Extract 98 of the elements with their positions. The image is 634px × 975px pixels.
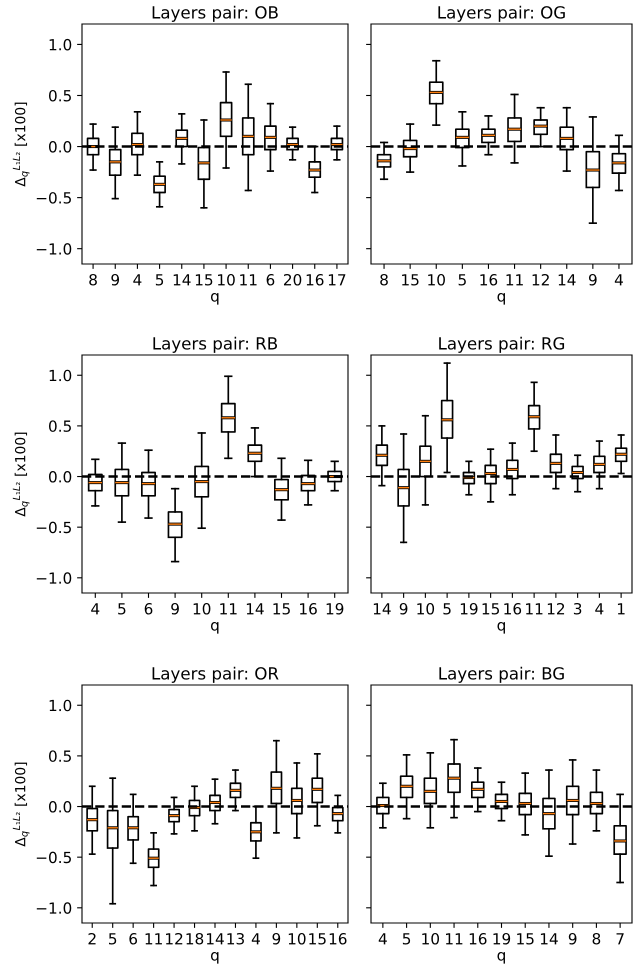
x-tick-label: 19 [460, 602, 478, 615]
x-axis-title: q [497, 292, 505, 305]
y-tick-label: 1.0 [50, 38, 72, 50]
chart-title: Layers pair: RB [153, 336, 277, 353]
x-tick-label: 14 [174, 274, 191, 286]
x-tick-label: 4 [378, 933, 387, 944]
chart-title: Layers pair: OB [152, 6, 278, 22]
y-axis-title: Δ$_{q}$$^{L₁L₂}$ [x100] [12, 102, 30, 187]
chart-title: Layers pair: OG [438, 6, 565, 22]
x-tick-label: 12 [166, 932, 182, 944]
chart-title: Layers pair: RG [439, 336, 564, 353]
x-tick-label: 8 [592, 932, 600, 945]
x-tick-label: 9 [171, 602, 179, 615]
x-axis-title: q [497, 952, 505, 964]
x-tick-label: 11 [220, 603, 237, 614]
x-tick-label: 11 [526, 603, 542, 614]
x-tick-label: 9 [272, 932, 280, 945]
x-tick-label: 18 [186, 932, 204, 945]
chart-title: Layers pair: OR [152, 666, 279, 683]
x-tick-label: 5 [402, 933, 410, 945]
x-tick-label: 14 [206, 933, 224, 944]
chart-title: Layers pair: BG [439, 666, 564, 683]
y-tick-label: 0.5 [48, 420, 71, 432]
x-tick-label: 10 [417, 602, 434, 615]
x-tick-label: 6 [144, 602, 152, 615]
x-tick-label: 12 [532, 274, 549, 286]
x-axis-title: q [497, 622, 505, 634]
x-tick-label: 15 [402, 274, 419, 286]
x-tick-label: 14 [558, 274, 576, 286]
x-tick-label: 16 [306, 274, 324, 286]
x-tick-label: 10 [422, 932, 440, 945]
x-tick-label: 16 [504, 602, 522, 615]
y-tick-label: −1.0 [36, 572, 72, 584]
x-tick-label: 16 [470, 932, 487, 945]
x-tick-label: 2 [88, 932, 96, 944]
x-tick-label: 12 [548, 602, 564, 614]
x-tick-label: 4 [91, 603, 100, 614]
x-tick-label: 10 [428, 274, 445, 286]
x-tick-label: 3 [574, 602, 582, 615]
x-tick-label: 8 [89, 274, 97, 286]
x-tick-label: 9 [568, 932, 576, 945]
x-axis-title: q [210, 622, 218, 634]
x-tick-label: 10 [288, 932, 306, 945]
x-tick-label: 11 [506, 274, 523, 286]
x-tick-label: 4 [614, 274, 623, 286]
x-tick-label: 14 [246, 603, 264, 614]
y-tick-label: 0.0 [48, 141, 72, 153]
x-tick-label: 16 [300, 602, 317, 615]
y-tick-label: −0.5 [36, 522, 71, 534]
y-tick-label: −0.5 [36, 192, 71, 204]
x-tick-label: 14 [374, 603, 391, 614]
x-tick-label: 1 [618, 603, 625, 614]
y-axis-title: Δ$_{q}$$^{L₁L₂}$ [x100] [12, 432, 30, 517]
x-tick-label: 16 [480, 274, 498, 286]
x-tick-label: 5 [443, 603, 451, 615]
y-tick-label: 1.0 [50, 700, 72, 712]
x-tick-label: 17 [328, 274, 346, 286]
x-tick-label: 14 [540, 933, 558, 944]
x-tick-label: 8 [380, 274, 388, 286]
y-tick-label: 0.0 [48, 800, 72, 813]
x-tick-label: 9 [400, 602, 408, 615]
x-tick-label: 19 [326, 602, 344, 615]
x-tick-label: 11 [240, 274, 257, 286]
x-tick-label: 19 [493, 932, 510, 945]
x-tick-label: 15 [482, 603, 500, 615]
x-tick-label: 9 [111, 274, 120, 286]
y-tick-label: 0.5 [48, 90, 71, 102]
x-tick-label: 5 [118, 603, 126, 615]
y-tick-label: −0.5 [36, 852, 71, 864]
x-tick-label: 13 [227, 932, 244, 945]
x-axis-title: q [210, 292, 218, 305]
x-tick-label: 4 [133, 274, 142, 286]
x-tick-label: 5 [458, 274, 466, 286]
x-tick-label: 6 [129, 932, 138, 945]
x-tick-label: 15 [196, 274, 212, 286]
x-tick-label: 10 [218, 274, 235, 286]
x-tick-label: 4 [595, 603, 604, 614]
x-tick-label: 5 [156, 274, 164, 286]
x-tick-label: 6 [266, 274, 274, 286]
x-tick-label: 9 [588, 274, 597, 286]
x-tick-label: 5 [109, 933, 116, 945]
y-tick-label: 0.0 [48, 470, 72, 483]
x-tick-label: 20 [284, 274, 302, 286]
y-axis-title: Δ$_{q}$$^{L₁L₂}$ [x100] [12, 762, 30, 847]
x-tick-label: 15 [309, 933, 326, 945]
y-tick-label: 0.5 [48, 750, 71, 762]
y-tick-label: −1.0 [36, 902, 72, 914]
x-axis-title: q [210, 952, 218, 964]
y-tick-label: 1.0 [50, 370, 72, 382]
x-tick-label: 4 [252, 933, 260, 944]
x-tick-label: 15 [517, 933, 534, 945]
x-tick-label: 10 [194, 602, 210, 615]
x-tick-label: 11 [446, 933, 462, 944]
y-tick-label: −1.0 [36, 243, 72, 255]
x-tick-label: 15 [273, 603, 290, 615]
x-tick-label: 7 [616, 933, 624, 944]
x-tick-label: 11 [146, 933, 162, 944]
x-tick-label: 16 [330, 932, 347, 945]
